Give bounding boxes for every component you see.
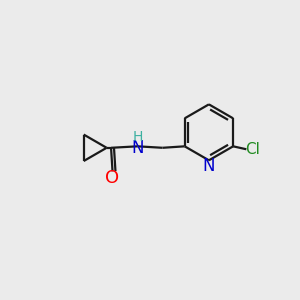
Text: N: N bbox=[202, 157, 215, 175]
Text: O: O bbox=[106, 169, 120, 187]
Text: N: N bbox=[131, 139, 144, 157]
Text: H: H bbox=[132, 130, 143, 144]
Text: Cl: Cl bbox=[245, 142, 260, 157]
